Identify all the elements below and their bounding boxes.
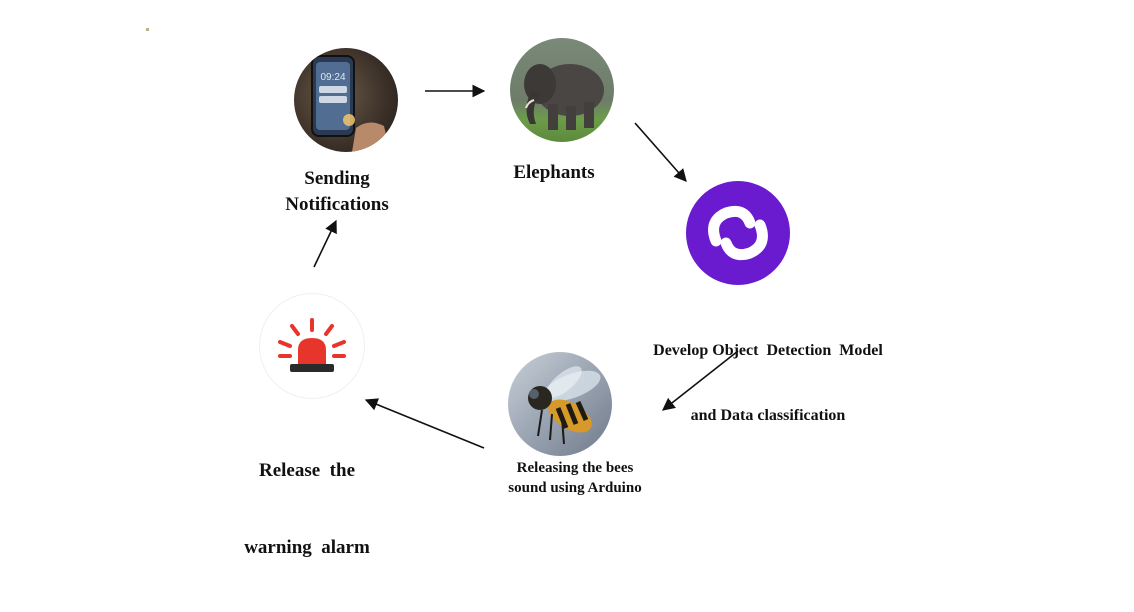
arrows-layer (313, 84, 739, 449)
alarm-label-line1: Release the (258, 460, 356, 482)
arrow-bees-to-alarm (364, 398, 485, 449)
arrow-model-to-bees (661, 350, 739, 411)
elephants-image (510, 38, 614, 142)
elephant-icon (524, 64, 604, 130)
elephants-label: Elephants (513, 162, 595, 183)
bee-image (508, 352, 612, 456)
model-label-line2: and Data classification (690, 406, 846, 424)
arrow-alarm-to-notifications (313, 219, 337, 268)
arrow-elephants-to-model (634, 122, 687, 182)
model-logo (686, 181, 790, 285)
notifications-image: 09:24 (294, 48, 398, 152)
bees-label-line1: Releasing the bees (516, 460, 634, 476)
siren-icon (278, 318, 346, 372)
alarm-image (260, 294, 364, 398)
bees-label: Releasing the bees sound using Arduino (490, 458, 660, 499)
bees-label-line2: sound using Arduino (508, 480, 642, 497)
model-label: Develop Object Detection Model and Data … (630, 297, 906, 470)
notifications-label-line1: Sending (304, 168, 370, 189)
svg-text:09:24: 09:24 (320, 72, 345, 83)
flow-diagram: 09:24 Sending Notifications Elephants (146, 28, 906, 558)
smartphone-notification-icon: 09:24 (311, 55, 390, 152)
model-logo-icon (708, 205, 768, 261)
alarm-label-line2: warning alarm (244, 537, 370, 559)
alarm-label: Release the warning alarm (232, 407, 382, 612)
notifications-label: Sending Notifications (262, 166, 412, 217)
bee-icon (528, 366, 601, 445)
model-label-line1: Develop Object Detection Model (653, 342, 883, 360)
notifications-label-line2: Notifications (285, 193, 389, 215)
stray-dot (146, 28, 149, 31)
